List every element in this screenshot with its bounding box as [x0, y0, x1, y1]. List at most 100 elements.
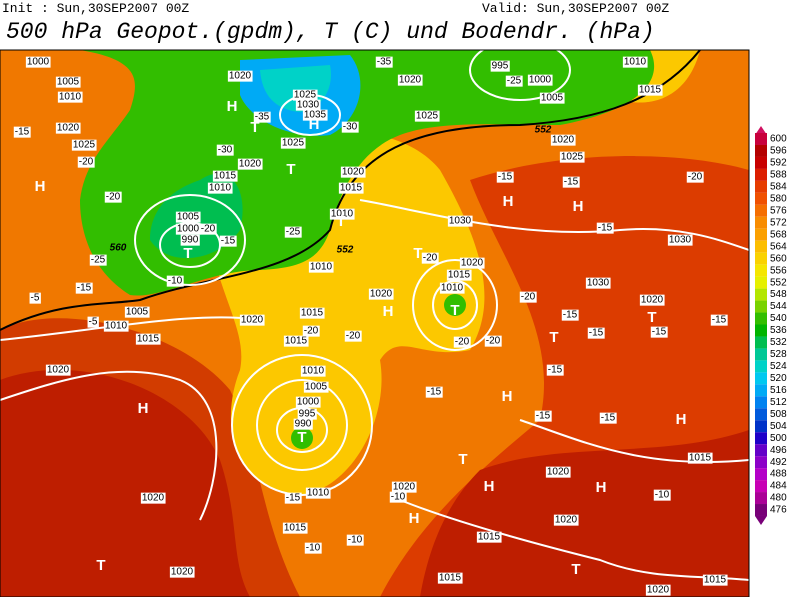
temperature-label-text: -5: [89, 317, 98, 328]
temperature-label-text: -20: [688, 172, 703, 183]
temperature-label: -15: [599, 412, 617, 424]
cold-core: [291, 427, 313, 449]
temperature-label-text: -20: [521, 292, 536, 303]
temperature-label-box: [284, 226, 302, 238]
isobar-label-text: 1020: [641, 295, 664, 306]
isobar-label: 1025: [414, 110, 440, 122]
temperature-label-text: -15: [563, 310, 578, 321]
isobar-label-box: [308, 261, 334, 273]
isobar-label-text: 1015: [639, 85, 662, 96]
isobar-label-text: 1005: [177, 212, 200, 223]
warm-region: [420, 430, 749, 597]
isobar-label-text: 1020: [142, 493, 165, 504]
pressure-center: H: [502, 388, 513, 405]
temperature-label-box: [562, 176, 580, 188]
isobar-label: 1010: [300, 365, 326, 377]
isobar-label-text: 1015: [439, 573, 462, 584]
temperature-label-box: [341, 121, 359, 133]
temperature-label: -20: [302, 325, 320, 337]
colorbar-cell: [755, 312, 767, 325]
isobar-label: 1020: [237, 158, 263, 170]
isobar-label-text: 990: [182, 235, 199, 246]
temperature-label: -20: [344, 330, 362, 342]
isobar-label-text: 1030: [297, 100, 320, 111]
isobar-label: 1010: [622, 56, 648, 68]
isobar-label-text: 1025: [282, 138, 305, 149]
isobar-label: 1020: [545, 466, 571, 478]
isobar-label-box: [299, 307, 325, 319]
isobar-label-text: 1015: [448, 270, 471, 281]
geopotential-label: 552: [337, 245, 354, 256]
isobar-label-box: [295, 396, 321, 408]
colorbar-label: 532: [770, 337, 787, 348]
colorbar-cell: [755, 133, 767, 145]
temperature-label-box: [587, 327, 605, 339]
colorbar-label: 552: [770, 277, 787, 288]
colorbar-label: 548: [770, 289, 787, 300]
colorbar-label: 496: [770, 445, 787, 456]
colorbar-label: 580: [770, 193, 787, 204]
colorbar-label: 588: [770, 170, 787, 181]
isobar-label: 1020: [239, 314, 265, 326]
temperature-label: -15: [650, 326, 668, 338]
temperature-label-box: [104, 191, 122, 203]
isobar-label: 1000: [175, 223, 201, 235]
isobar-label-text: 1010: [307, 488, 330, 499]
temperature-label: -15: [710, 314, 728, 326]
colorbar-label: 600: [770, 134, 787, 145]
temperature-label-box: [284, 492, 302, 504]
colorbar-label: 592: [770, 158, 787, 169]
colorbar-cell: [755, 444, 767, 457]
isobar-label-text: 1015: [340, 183, 363, 194]
isobar-label: 995: [297, 408, 317, 420]
pressure-center: H: [227, 98, 238, 115]
isobar-label: 1015: [212, 170, 238, 182]
temperature-label-text: -15: [286, 493, 301, 504]
isobar-label-box: [545, 466, 571, 478]
colorbar-cell: [755, 396, 767, 409]
colorbar-cell: [755, 504, 767, 516]
pressure-center: H: [35, 178, 46, 195]
temperature-label-box: [650, 326, 668, 338]
map-title: 500 hPa Geopot.(gpdm), T (C) und Bodendr…: [6, 19, 655, 45]
isobar-label-text: 1010: [105, 321, 128, 332]
isobar-label-box: [414, 110, 440, 122]
isobar: [256, 379, 348, 471]
isobar-label-text: 1000: [177, 224, 200, 235]
temperature-label-text: -15: [498, 172, 513, 183]
isobar-label-text: 1010: [209, 183, 232, 194]
colorbar: 6005965925885845805765725685645605565525…: [755, 126, 787, 525]
temperature-label-text: -15: [712, 315, 727, 326]
colorbar-cell: [755, 252, 767, 265]
temperature-label-text: -15: [601, 413, 616, 424]
temperature-label-text: -10: [348, 535, 363, 546]
temperature-label: -35: [253, 111, 271, 123]
temperature-label-box: [87, 316, 99, 328]
isobar-label: 1020: [169, 566, 195, 578]
isobar-label-box: [237, 158, 263, 170]
temperature-label-text: -30: [343, 122, 358, 133]
isobar-label: 990: [180, 234, 200, 246]
pressure-center: H: [484, 478, 495, 495]
isobar-label-box: [283, 335, 309, 347]
isobar-label-box: [227, 70, 253, 82]
pressure-center: H: [309, 116, 320, 133]
isobar-label: 1025: [71, 139, 97, 151]
isobar-label-text: 1010: [441, 283, 464, 294]
geopotential-label: 552: [535, 125, 552, 136]
isobar-label-text: 1015: [689, 453, 712, 464]
temperature-label-text: -35: [255, 112, 270, 123]
isobar-label-box: [397, 74, 423, 86]
temperature-label-text: -15: [598, 223, 613, 234]
temperature-label-text: -15: [77, 283, 92, 294]
isobar-label-box: [212, 170, 238, 182]
colorbar-cell: [755, 288, 767, 301]
colorbar-label: 480: [770, 493, 787, 504]
isobar: [276, 407, 328, 453]
temperature-label-box: [534, 410, 552, 422]
pressure-center: H: [383, 303, 394, 320]
isobar-label-text: 995: [299, 409, 316, 420]
pressure-center: T: [458, 451, 467, 468]
isobar-label: 1035: [302, 109, 328, 121]
